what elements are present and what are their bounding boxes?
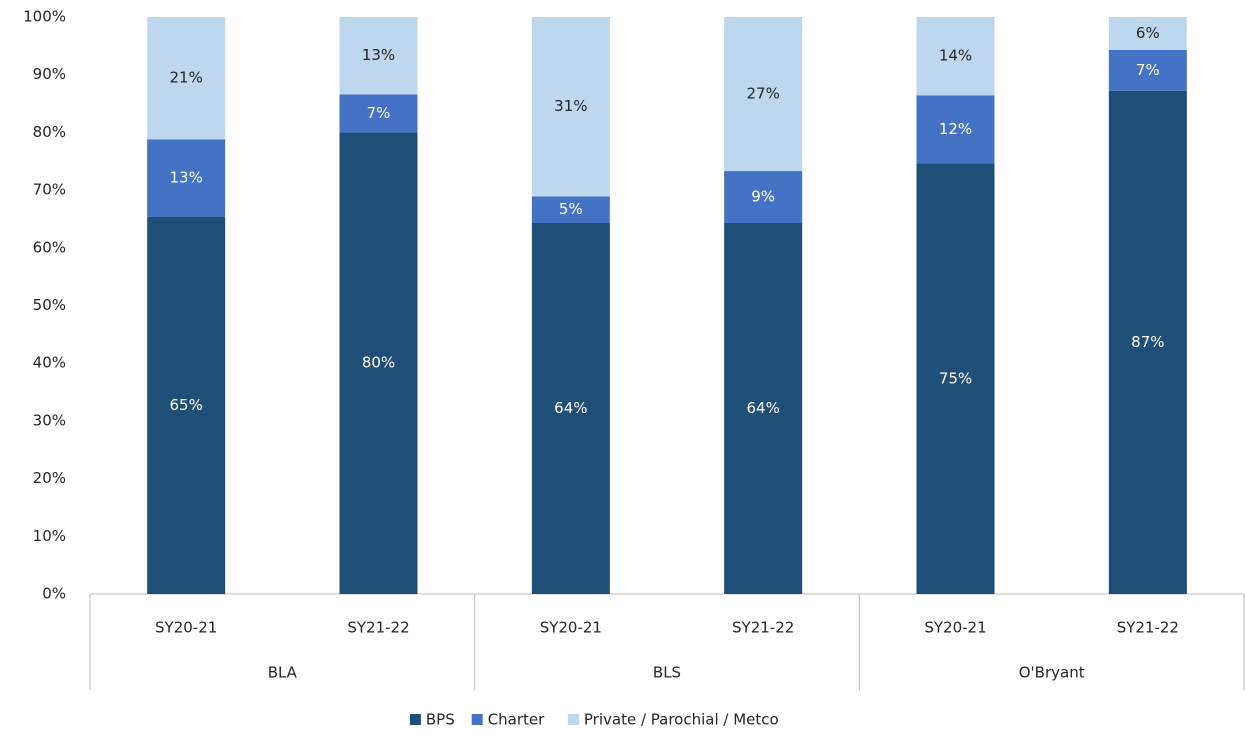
- bar-segment: [339, 94, 418, 133]
- data-label: 7%: [367, 104, 391, 122]
- data-label: 7%: [1136, 61, 1160, 79]
- bar-segment: [147, 216, 226, 594]
- y-tick-label: 60%: [33, 238, 66, 256]
- y-tick-label: 20%: [33, 469, 66, 487]
- data-label: 13%: [169, 168, 202, 186]
- data-label: 5%: [559, 200, 583, 218]
- y-tick-label: 50%: [33, 296, 66, 314]
- x-tick-label: SY20-21: [540, 619, 602, 637]
- bar-segment: [1108, 90, 1187, 594]
- legend-label: Charter: [488, 711, 545, 729]
- bar-segment: [531, 196, 610, 223]
- data-label: 64%: [554, 399, 587, 417]
- y-tick-label: 0%: [42, 585, 66, 603]
- data-label: 12%: [939, 120, 972, 138]
- x-tick-label: SY21-22: [732, 619, 794, 637]
- x-tick-label: SY20-21: [155, 619, 217, 637]
- y-tick-label: 100%: [23, 8, 66, 26]
- group-label: O'Bryant: [1019, 664, 1085, 682]
- data-label: 65%: [169, 396, 202, 414]
- bar-segment: [916, 95, 995, 164]
- legend-swatch: [567, 714, 579, 725]
- y-tick-label: 90%: [33, 65, 66, 83]
- data-label: 31%: [554, 97, 587, 115]
- data-label: 64%: [746, 399, 779, 417]
- x-tick-label: SY21-22: [1117, 619, 1179, 637]
- legend-label: Private / Parochial / Metco: [584, 711, 779, 729]
- legend-swatch: [471, 714, 483, 725]
- y-tick-label: 10%: [33, 527, 66, 545]
- bar-segment: [531, 222, 610, 594]
- bar-segment: [916, 17, 995, 96]
- data-label: 87%: [1131, 333, 1164, 351]
- bar-segment: [1108, 17, 1187, 50]
- data-label: 14%: [939, 47, 972, 65]
- bar-segment: [147, 139, 226, 217]
- bar-segment: [147, 17, 226, 140]
- y-tick-label: 80%: [33, 123, 66, 141]
- bar-segment: [339, 17, 418, 95]
- legend-swatch: [409, 714, 421, 725]
- data-label: 75%: [939, 369, 972, 387]
- y-tick-label: 30%: [33, 411, 66, 429]
- data-label: 13%: [362, 46, 395, 64]
- data-label: 6%: [1136, 24, 1160, 42]
- y-tick-label: 70%: [33, 181, 66, 199]
- bar-segment: [724, 171, 803, 223]
- data-label: 21%: [169, 69, 202, 87]
- bar-segment: [724, 222, 803, 594]
- group-label: BLS: [653, 664, 681, 682]
- data-label: 27%: [746, 85, 779, 103]
- bar-segment: [1108, 49, 1187, 91]
- y-tick-label: 40%: [33, 354, 66, 372]
- data-label: 9%: [751, 188, 775, 206]
- bar-segment: [531, 17, 610, 197]
- data-label: 80%: [362, 354, 395, 372]
- legend-label: BPS: [426, 711, 455, 729]
- bar-segment: [339, 132, 418, 594]
- x-tick-label: SY21-22: [347, 619, 409, 637]
- bar-segment: [916, 163, 995, 595]
- x-tick-label: SY20-21: [924, 619, 986, 637]
- bar-segment: [724, 17, 803, 172]
- group-label: BLA: [268, 664, 298, 682]
